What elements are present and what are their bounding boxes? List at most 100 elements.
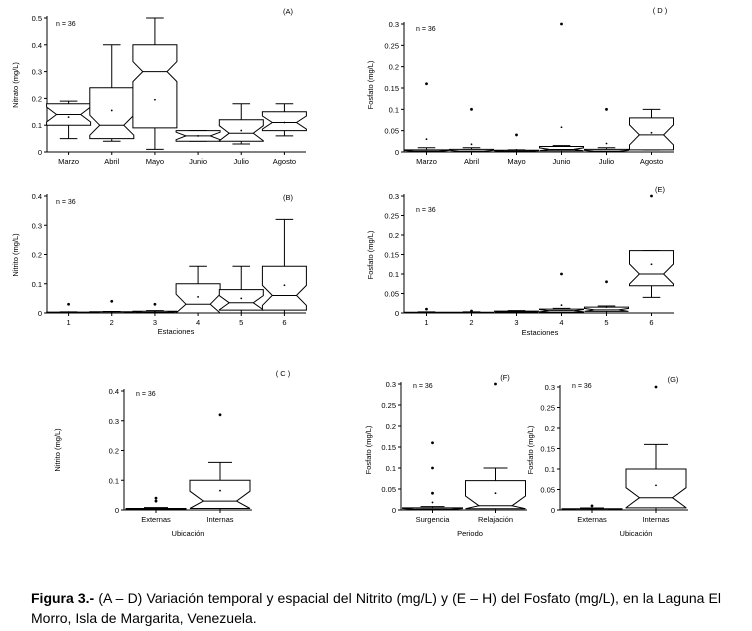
y-tick-label: 0.15: [384, 251, 399, 260]
outlier-point: [515, 133, 518, 137]
y-tick-label: 0.05: [540, 486, 555, 495]
box-internas: [625, 385, 687, 511]
x-tick-label: 1: [424, 318, 428, 327]
outlier-point: [470, 309, 473, 313]
y-tick-label: 0: [392, 506, 396, 515]
y-tick-label: 0.4: [32, 192, 42, 201]
x-tick-label: Mayo: [507, 157, 525, 166]
panel-label: (E): [655, 185, 666, 194]
sample-size-label: n = 36: [572, 383, 592, 390]
x-tick-label: Julio: [234, 157, 249, 166]
x-axis-label: Ubicación: [620, 529, 653, 538]
box-2: [89, 299, 135, 314]
mean-point: [655, 484, 657, 487]
sample-size-label: n = 36: [416, 207, 436, 214]
y-tick-label: 0.05: [381, 485, 396, 494]
y-tick-label: 0.3: [386, 380, 396, 389]
outlier-point: [560, 22, 563, 26]
outlier-point: [425, 307, 428, 311]
y-tick-label: 0.3: [32, 221, 42, 230]
box-1: [46, 302, 92, 314]
box-surgencia: [402, 441, 463, 511]
y-tick-label: 0.5: [32, 14, 42, 23]
mean-point: [560, 304, 563, 307]
y-tick-label: 0.2: [389, 63, 399, 72]
y-axis-label: Fosfato (mg/L): [366, 230, 375, 279]
outlier-point: [650, 194, 653, 198]
y-tick-label: 0.2: [109, 447, 119, 456]
figure-caption: Figura 3.- (A – D) Variación temporal y …: [31, 588, 721, 628]
x-tick-label: 5: [239, 318, 243, 327]
iqr-box: [539, 146, 584, 152]
box-5: [218, 265, 264, 314]
box-1: [404, 307, 449, 314]
y-tick-label: 0: [115, 506, 119, 515]
iqr-box: [261, 265, 307, 311]
iqr-box: [629, 250, 674, 287]
box-relajación: [465, 382, 526, 511]
x-axis-label: Estaciones: [522, 328, 559, 337]
x-tick-label: 5: [604, 318, 608, 327]
mean-point: [197, 296, 199, 298]
outlier-point: [431, 466, 434, 470]
sample-size-label: n = 36: [416, 26, 436, 33]
chart-panel-5: 0 0.1 0.2 0.3 0.4 Externas Internas ( C ) n = 36…: [53, 369, 291, 538]
x-tick-label: 1: [66, 318, 70, 327]
outlier-point: [470, 107, 473, 111]
outlier-point: [154, 499, 158, 503]
box-junio: [175, 130, 221, 142]
x-tick-label: 2: [469, 318, 473, 327]
y-tick-label: 0.1: [389, 270, 399, 279]
y-tick-label: 0.15: [381, 443, 396, 452]
y-tick-label: 0.25: [540, 404, 555, 413]
box-4: [174, 265, 222, 314]
x-tick-label: Marzo: [416, 157, 437, 166]
y-tick-label: 0.2: [32, 251, 42, 260]
y-tick-label: 0.1: [389, 105, 399, 114]
mean-point: [605, 306, 608, 309]
mean-point: [240, 297, 243, 300]
x-tick-label: 3: [153, 318, 157, 327]
mean-point: [219, 489, 221, 492]
y-tick-label: 0.3: [389, 20, 399, 29]
x-tick-label: Marzo: [58, 157, 79, 166]
x-axis-label: Estaciones: [158, 327, 195, 336]
y-tick-label: 0.2: [389, 231, 399, 240]
y-tick-label: 0.25: [381, 401, 396, 410]
x-tick-label: Internas: [642, 515, 669, 524]
mean-point: [154, 98, 156, 101]
iqr-box: [625, 468, 687, 509]
outlier-point: [153, 302, 157, 306]
outlier-point: [110, 299, 114, 303]
iqr-box: [174, 283, 222, 314]
y-tick-label: 0: [38, 148, 42, 157]
box-internas: [189, 413, 251, 511]
mean-point: [283, 121, 286, 124]
y-tick-label: 0: [395, 309, 399, 318]
y-tick-label: 0.2: [386, 422, 396, 431]
x-tick-label: 6: [649, 318, 653, 327]
y-tick-label: 0: [38, 309, 42, 318]
y-tick-label: 0.05: [384, 127, 399, 136]
y-tick-label: 0.1: [109, 476, 119, 485]
x-tick-label: Abril: [464, 157, 479, 166]
mean-point: [67, 116, 70, 119]
box-5: [584, 280, 629, 314]
box-6: [629, 194, 674, 298]
chart-panel-7: 0 0.05 0.1 0.15 0.2 0.25 0.3 Externas Internas (G…: [526, 375, 688, 538]
x-tick-label: Externas: [141, 515, 171, 524]
y-tick-label: 0.15: [384, 84, 399, 93]
y-tick-label: 0: [551, 506, 555, 515]
y-tick-label: 0.2: [545, 424, 555, 433]
y-tick-label: 0.05: [384, 290, 399, 299]
figure-panels: 0 0.1 0.2 0.3 0.4 0.5 Marzo Abril Mayo Junio Julio…: [11, 6, 688, 538]
mean-point: [560, 126, 563, 129]
box-externas: [125, 496, 187, 511]
y-axis-label: Nitrito (mg/L): [11, 233, 20, 277]
mean-point: [154, 310, 156, 313]
mean-point: [197, 135, 199, 137]
chart-panel-4: 0 0.05 0.1 0.15 0.2 0.25 0.3 1 2 3 4 5 6 (E) n = 36 Fos…: [366, 185, 674, 337]
chart-panel-3: 0 0.1 0.2 0.3 0.4 1 2 3 4 5 6 (B) n = 36 Nitrito (mg/…: [11, 192, 307, 336]
outlier-point: [605, 280, 608, 284]
y-tick-label: 0: [395, 148, 399, 157]
